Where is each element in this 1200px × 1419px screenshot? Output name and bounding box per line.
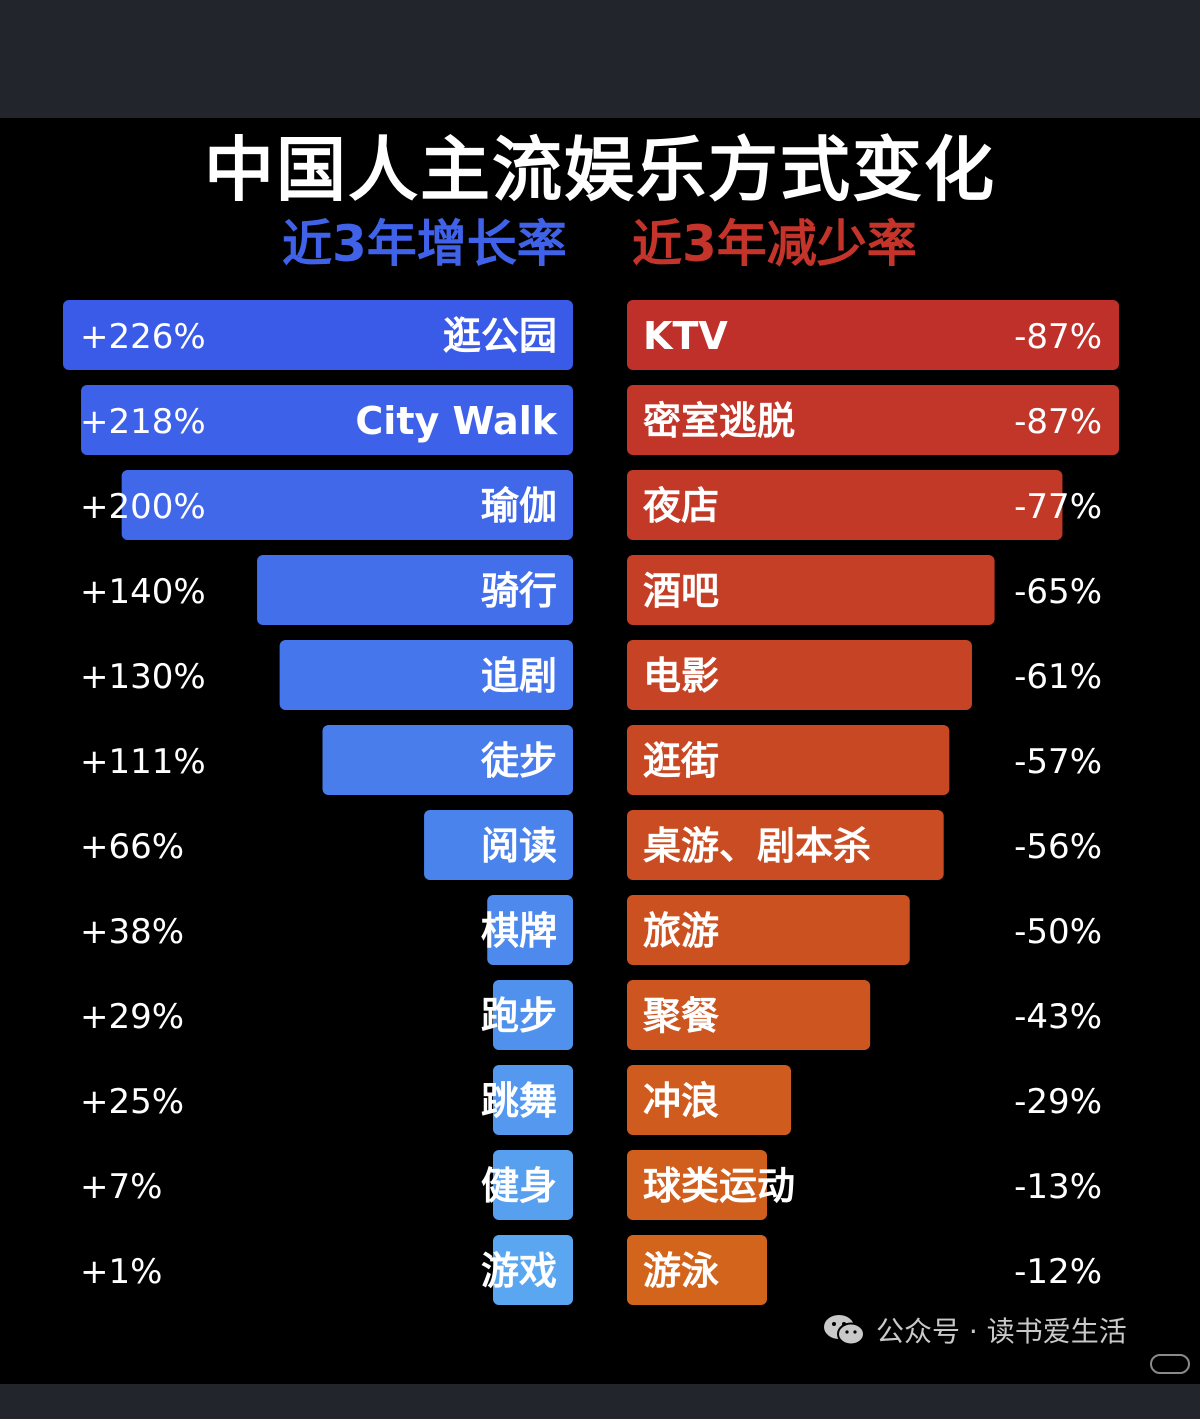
- growth-value-label: +38%: [80, 912, 184, 952]
- decline-category-label: 密室逃脱: [643, 399, 795, 443]
- decline-bar: [627, 980, 871, 1050]
- growth-category-label: 游戏: [481, 1249, 557, 1293]
- growth-category-label: 徒步: [480, 739, 557, 783]
- decline-bar: [627, 470, 1063, 540]
- decline-value-label: -50%: [1014, 912, 1102, 952]
- growth-bar: [257, 555, 573, 625]
- growth-value-label: +140%: [80, 572, 206, 612]
- decline-bars: KTV -87% 密室逃脱 -87% 夜店 -77% 酒吧 -65% 电影 -61% 逛街 -57% 桌…: [627, 300, 1119, 1305]
- growth-value-label: +1%: [80, 1252, 162, 1292]
- growth-value-label: +66%: [80, 827, 184, 867]
- growth-value-label: +7%: [80, 1167, 162, 1207]
- growth-value-label: +111%: [80, 742, 206, 782]
- watermark-text: 公众号 · 读书爱生活: [876, 1315, 1127, 1348]
- growth-bar: [493, 980, 573, 1050]
- watermark: 公众号 · 读书爱生活: [822, 1308, 1127, 1352]
- decline-category-label: 旅游: [643, 909, 719, 953]
- chart-title: 中国人主流娱乐方式变化: [204, 129, 996, 211]
- growth-category-label: City Walk: [355, 399, 557, 443]
- decline-value-label: -87%: [1014, 317, 1102, 357]
- growth-category-label: 逛公园: [443, 314, 557, 358]
- growth-bar: [424, 810, 573, 880]
- decline-value-label: -13%: [1014, 1167, 1102, 1207]
- decline-bar: [627, 385, 1119, 455]
- decline-category-label: 聚餐: [642, 994, 719, 1038]
- growth-category-label: 骑行: [481, 569, 557, 613]
- decline-bar: [627, 640, 972, 710]
- growth-bar: [493, 1235, 573, 1305]
- growth-category-label: 跑步: [481, 994, 557, 1038]
- decline-value-label: -56%: [1014, 827, 1102, 867]
- growth-bar: [121, 470, 573, 540]
- growth-category-label: 跳舞: [481, 1079, 557, 1123]
- decline-value-label: -12%: [1014, 1252, 1102, 1292]
- growth-category-label: 棋牌: [481, 909, 557, 953]
- growth-bar: [487, 895, 573, 965]
- growth-bar: [81, 385, 573, 455]
- growth-value-label: +226%: [80, 317, 206, 357]
- decline-category-label: 电影: [643, 654, 719, 698]
- decline-category-label: 桌游、剧本杀: [643, 824, 871, 868]
- decline-value-label: -87%: [1014, 402, 1102, 442]
- decline-category-label: 游泳: [643, 1249, 719, 1293]
- decline-category-label: 球类运动: [643, 1164, 795, 1208]
- decline-value-label: -29%: [1014, 1082, 1102, 1122]
- wechat-icon: [824, 1315, 865, 1346]
- decline-subtitle: 近3年减少率: [632, 215, 917, 273]
- decline-value-label: -43%: [1014, 997, 1102, 1037]
- growth-value-label: +29%: [80, 997, 184, 1037]
- growth-bar: [493, 1065, 573, 1135]
- bottom-frame-bar: [0, 1384, 1200, 1419]
- growth-category-label: 瑜伽: [481, 484, 557, 528]
- toggle-pill-icon: [1150, 1354, 1190, 1374]
- decline-bar: [627, 895, 910, 965]
- decline-bar: [627, 300, 1119, 370]
- decline-category-label: 冲浪: [643, 1079, 719, 1123]
- decline-category-label: KTV: [643, 314, 728, 358]
- decline-category-label: 夜店: [642, 484, 719, 528]
- decline-bar: [627, 1065, 791, 1135]
- growth-value-label: +130%: [80, 657, 206, 697]
- top-frame-bar: [0, 0, 1200, 118]
- growth-value-label: +200%: [80, 487, 206, 527]
- decline-bar: [627, 1150, 767, 1220]
- decline-value-label: -65%: [1014, 572, 1102, 612]
- growth-bar: [279, 640, 573, 710]
- decline-value-label: -57%: [1014, 742, 1102, 782]
- growth-bar: [63, 300, 573, 370]
- decline-bar: [627, 1235, 767, 1305]
- decline-value-label: -61%: [1014, 657, 1102, 697]
- decline-category-label: 酒吧: [643, 569, 719, 613]
- growth-bars: 逛公园 +226% City Walk +218% 瑜伽 +200% 骑行 +140% 追剧 +1…: [63, 300, 573, 1305]
- growth-bar: [322, 725, 573, 795]
- growth-value-label: +218%: [80, 402, 206, 442]
- decline-category-label: 逛街: [643, 739, 719, 783]
- growth-category-label: 健身: [481, 1164, 557, 1208]
- growth-subtitle: 近3年增长率: [282, 215, 567, 273]
- growth-bar: [493, 1150, 573, 1220]
- growth-category-label: 追剧: [481, 654, 557, 698]
- decline-bar: [627, 555, 995, 625]
- growth-value-label: +25%: [80, 1082, 184, 1122]
- growth-category-label: 阅读: [481, 824, 557, 868]
- decline-value-label: -77%: [1014, 487, 1102, 527]
- decline-bar: [627, 725, 950, 795]
- decline-bar: [627, 810, 944, 880]
